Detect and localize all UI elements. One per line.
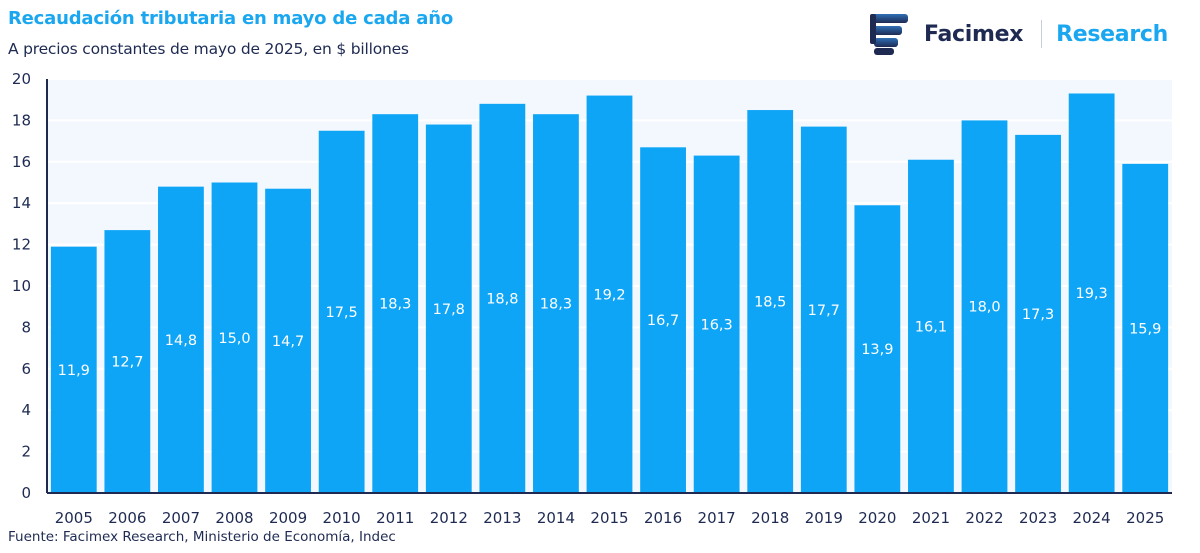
data-label: 15,9 <box>1129 321 1161 337</box>
bar-2007 <box>158 186 204 493</box>
data-label: 18,3 <box>540 297 572 313</box>
y-tick-label: 2 <box>21 443 31 461</box>
data-label: 14,7 <box>272 334 304 350</box>
data-label: 18,8 <box>486 291 518 307</box>
x-tick-label: 2006 <box>108 509 146 527</box>
facimex-logo-icon <box>870 14 908 55</box>
bar-2016 <box>640 147 686 493</box>
x-tick-label: 2015 <box>590 509 628 527</box>
data-label: 19,3 <box>1075 286 1107 302</box>
x-axis: 2005 2006 2007 2008 2009 2010 2011 2012 2013 2014… <box>47 492 1172 527</box>
y-tick-label: 10 <box>12 277 31 295</box>
data-label: 15,0 <box>218 331 250 347</box>
data-label: 18,5 <box>754 295 786 311</box>
bar-2011 <box>372 114 419 493</box>
chart-title: Recaudación tributaria en mayo de cada a… <box>8 8 453 29</box>
data-label: 13,9 <box>861 342 893 358</box>
y-tick-label: 14 <box>12 194 31 212</box>
y-tick-label: 6 <box>21 360 31 378</box>
data-label: 16,1 <box>915 319 947 335</box>
bar-2017 <box>693 155 740 493</box>
bar-2022 <box>961 120 1008 494</box>
x-tick-label: 2024 <box>1073 509 1111 527</box>
logo-name: Facimex <box>924 21 1024 47</box>
x-tick-label: 2017 <box>698 509 736 527</box>
y-tick-label: 8 <box>21 318 31 336</box>
bar-2008 <box>211 182 258 493</box>
y-tick-label: 0 <box>21 484 31 502</box>
data-label: 18,0 <box>968 300 1000 316</box>
facimex-logo: Facimex Research <box>868 12 1168 56</box>
y-tick-label: 20 <box>12 70 31 88</box>
x-tick-label: 2014 <box>537 509 575 527</box>
bar-2021 <box>908 159 954 494</box>
bar-2020 <box>854 205 901 493</box>
x-tick-label: 2013 <box>483 509 521 527</box>
y-tick-label: 16 <box>12 153 31 171</box>
x-tick-label: 2020 <box>858 509 896 527</box>
bar-2010 <box>318 130 365 493</box>
data-label: 17,3 <box>1022 307 1054 323</box>
data-label: 17,8 <box>433 302 465 318</box>
data-label: 16,3 <box>700 317 732 333</box>
x-tick-label: 2022 <box>965 509 1003 527</box>
bar-2025 <box>1122 163 1169 493</box>
data-label: 14,8 <box>165 333 197 349</box>
x-tick-label: 2010 <box>323 509 361 527</box>
data-label: 17,5 <box>325 305 357 321</box>
bar-2018 <box>747 110 794 494</box>
bars <box>50 93 1169 494</box>
x-tick-label: 2011 <box>376 509 414 527</box>
x-tick-label: 2005 <box>55 509 93 527</box>
data-label: 18,3 <box>379 297 411 313</box>
x-tick-label: 2023 <box>1019 509 1057 527</box>
x-tick-label: 2007 <box>162 509 200 527</box>
logo-separator <box>1041 20 1043 48</box>
bar-2005 <box>50 246 97 493</box>
y-axis: 0 2 4 6 8 10 12 14 16 18 20 <box>12 70 48 502</box>
data-label: 12,7 <box>111 355 143 371</box>
data-label: 16,7 <box>647 313 679 329</box>
x-tick-label: 2008 <box>215 509 253 527</box>
y-tick-label: 4 <box>21 401 31 419</box>
x-tick-label: 2019 <box>805 509 843 527</box>
bar-2019 <box>800 126 847 494</box>
x-tick-label: 2012 <box>430 509 468 527</box>
bar-2014 <box>533 114 579 493</box>
y-tick-label: 18 <box>12 111 31 129</box>
bar-2023 <box>1015 134 1061 493</box>
x-tick-label: 2021 <box>912 509 950 527</box>
x-tick-label: 2018 <box>751 509 789 527</box>
bar-2006 <box>104 230 151 494</box>
bar-2013 <box>479 103 526 493</box>
source-note: Fuente: Facimex Research, Ministerio de … <box>8 529 396 545</box>
data-label: 17,7 <box>808 303 840 319</box>
bar-2012 <box>425 124 472 493</box>
x-tick-label: 2016 <box>644 509 682 527</box>
logo-division: Research <box>1056 21 1168 47</box>
chart-subtitle: A precios constantes de mayo de 2025, en… <box>8 40 409 58</box>
x-tick-label: 2025 <box>1126 509 1164 527</box>
bar-2024 <box>1068 93 1115 494</box>
y-tick-label: 12 <box>12 236 31 254</box>
bar-2015 <box>586 95 633 493</box>
bar-2009 <box>265 188 311 493</box>
x-tick-label: 2009 <box>269 509 307 527</box>
data-label: 19,2 <box>593 287 625 303</box>
data-labels: 11,9 12,7 14,8 15,0 14,7 17,5 18,3 17,8 18,8 18,3… <box>58 286 1162 379</box>
data-label: 11,9 <box>58 363 90 379</box>
